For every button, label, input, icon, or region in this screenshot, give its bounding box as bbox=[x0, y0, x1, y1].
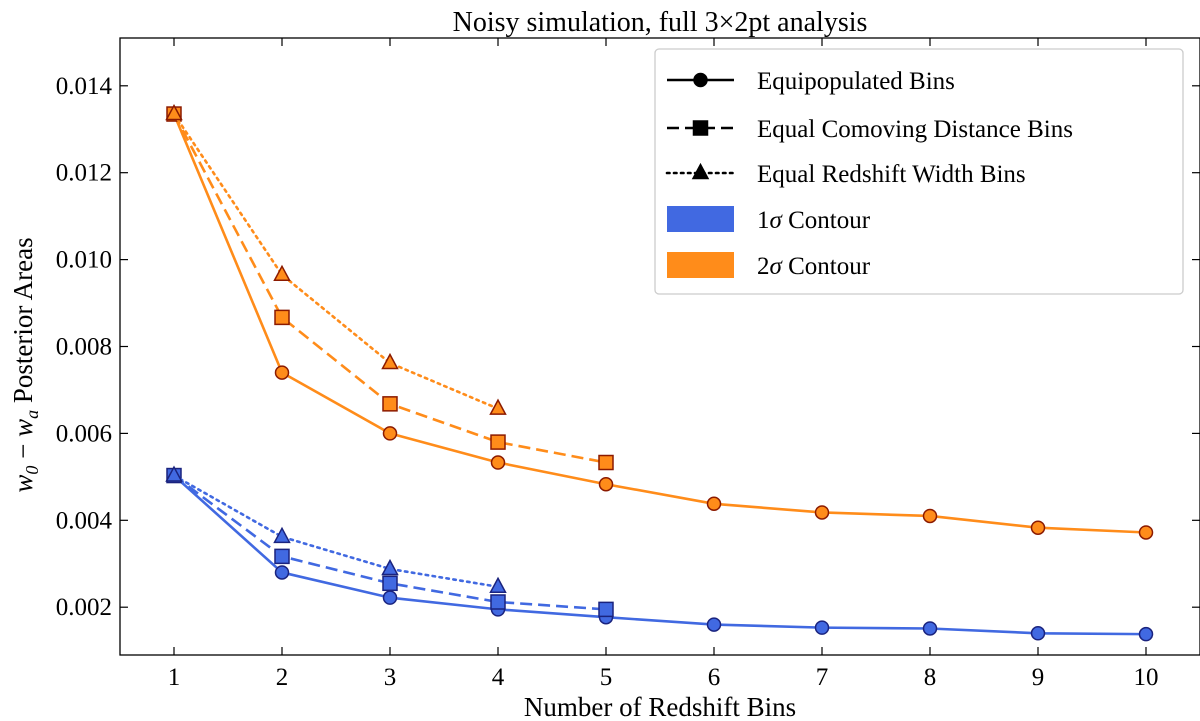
data-point-square bbox=[598, 601, 614, 618]
x-tick-label: 3 bbox=[384, 664, 397, 691]
data-point-triangle bbox=[165, 465, 183, 482]
series-line bbox=[172, 113, 1147, 534]
data-point-triangle bbox=[381, 352, 399, 370]
y-title-sub0: 0 bbox=[22, 466, 42, 475]
legend-label: 1σ Contour bbox=[757, 207, 871, 234]
data-point-circle bbox=[490, 455, 506, 470]
data-point-circle bbox=[706, 617, 722, 632]
data-point-circle bbox=[1138, 626, 1154, 642]
data-point-circle bbox=[1138, 525, 1154, 540]
y-tick-label: 0.012 bbox=[56, 160, 112, 187]
y-title-sub-a: a bbox=[22, 410, 42, 419]
legend-label: Equipopulated Bins bbox=[757, 68, 955, 95]
legend-marker-circle bbox=[693, 72, 708, 88]
legend-marker-square bbox=[692, 120, 709, 136]
x-tick-label: 7 bbox=[816, 664, 829, 691]
legend-entry: 1σ Contour bbox=[667, 206, 871, 234]
x-tick-label: 2 bbox=[276, 664, 289, 691]
axis-layer: 1 2 3 4 5 6 7 8 9 10 0.002 0.004 0.006 0.008 0.010 0.01… bbox=[56, 37, 1200, 691]
x-tick-label: 6 bbox=[708, 664, 721, 691]
data-point-square bbox=[490, 434, 506, 450]
data-point-circle bbox=[1030, 520, 1046, 535]
data-point-circle bbox=[922, 508, 938, 524]
data-point-square bbox=[382, 575, 398, 592]
legend: Equipopulated Bins Equal Comoving Distanc… bbox=[654, 48, 1184, 295]
legend-label: 2σ Contour bbox=[757, 253, 871, 280]
series-one-sigma-solid bbox=[166, 468, 1154, 642]
data-point-circle bbox=[1030, 626, 1046, 641]
data-point-square bbox=[490, 594, 506, 610]
data-point-circle bbox=[382, 426, 398, 441]
legend-label: Equal Redshift Width Bins bbox=[757, 161, 1026, 188]
x-tick-label: 10 bbox=[1134, 664, 1159, 691]
legend-patch-two-sigma bbox=[667, 252, 734, 278]
data-point-triangle bbox=[273, 264, 291, 282]
legend-label: Equal Comoving Distance Bins bbox=[757, 116, 1073, 143]
y-tick-label: 0.006 bbox=[56, 420, 112, 447]
x-tick-label: 1 bbox=[168, 664, 181, 691]
y-tick-label: 0.014 bbox=[56, 73, 113, 100]
data-point-triangle bbox=[381, 558, 399, 576]
data-point-circle bbox=[382, 590, 398, 605]
data-point-circle bbox=[706, 496, 722, 512]
y-tick-label: 0.008 bbox=[56, 334, 112, 361]
series-two-sigma-dotted bbox=[165, 103, 507, 415]
y-title-w2: w bbox=[8, 419, 38, 437]
x-tick-label: 8 bbox=[924, 664, 937, 691]
legend-entry: Equal Comoving Distance Bins bbox=[667, 116, 1073, 143]
legend-entry: 2σ Contour bbox=[667, 252, 871, 280]
legend-patch-one-sigma bbox=[667, 206, 734, 232]
data-point-triangle bbox=[489, 576, 507, 594]
data-point-triangle bbox=[489, 398, 507, 415]
y-tick-label: 0.004 bbox=[56, 507, 113, 534]
series-layer bbox=[165, 103, 1154, 642]
legend-marker-triangle bbox=[691, 162, 710, 180]
data-point-square bbox=[274, 548, 290, 565]
series-line bbox=[172, 112, 500, 410]
series-line bbox=[172, 474, 500, 589]
legend-entry: Equal Redshift Width Bins bbox=[665, 161, 1026, 188]
x-tick-label: 4 bbox=[492, 664, 505, 691]
series-line bbox=[173, 474, 1147, 636]
x-axis-title: Number of Redshift Bins bbox=[524, 692, 796, 721]
y-title-w: w bbox=[8, 475, 38, 493]
data-point-circle bbox=[274, 565, 290, 580]
series-one-sigma-dotted bbox=[165, 465, 507, 594]
data-point-circle bbox=[814, 620, 830, 635]
x-tick-label: 5 bbox=[600, 664, 613, 691]
data-point-square bbox=[274, 309, 290, 326]
series-two-sigma-dashed bbox=[166, 106, 614, 471]
y-tick-label: 0.002 bbox=[56, 594, 112, 621]
data-point-square bbox=[382, 396, 398, 412]
y-title-rest: Posterior Areas bbox=[8, 237, 38, 409]
data-point-circle bbox=[598, 476, 614, 492]
x-tick-label: 9 bbox=[1032, 664, 1045, 691]
chart-title: Noisy simulation, full 3×2pt analysis bbox=[453, 7, 868, 38]
y-tick-label: 0.010 bbox=[56, 247, 112, 274]
data-point-circle bbox=[814, 505, 830, 520]
data-point-triangle bbox=[273, 526, 291, 544]
data-point-triangle bbox=[165, 103, 183, 121]
data-point-square bbox=[598, 454, 614, 471]
legend-entry: Equipopulated Bins bbox=[667, 68, 955, 95]
series-two-sigma-solid bbox=[166, 106, 1154, 540]
data-point-circle bbox=[922, 621, 938, 636]
data-point-circle bbox=[274, 365, 290, 380]
legend-box bbox=[654, 48, 1184, 295]
y-title-minus: − bbox=[8, 437, 38, 466]
y-axis-title: w0 − wa Posterior Areas bbox=[8, 237, 42, 492]
